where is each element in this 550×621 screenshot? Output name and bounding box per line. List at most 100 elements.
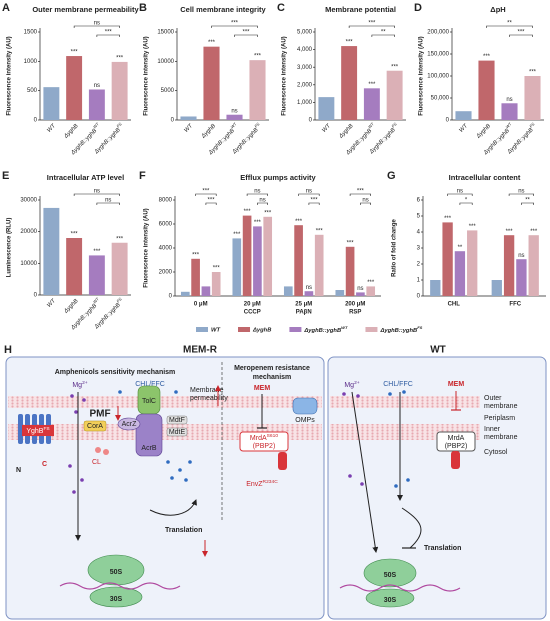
significance: *** [116,55,124,61]
charts: A Outer membrane permeability Fluorescence… [2,2,546,334]
mem-label: MEM [448,381,465,388]
significance: *** [192,252,200,258]
y-tick-label: 10000 [20,261,37,267]
y-tick-label: 10000 [157,59,174,65]
bar [232,238,242,296]
x-tick-label: RSP [349,310,361,316]
mdtf [166,415,188,425]
significance: *** [316,228,324,234]
drug-molecules [118,390,192,482]
bracket [308,202,320,205]
tolc-label: TolC [142,398,156,405]
bar [180,116,197,120]
x-tick-label: 25 μM [295,302,312,308]
bar [386,70,403,120]
mg-label: Mg2+ [72,380,87,389]
significance: *** [213,266,221,272]
significance: ns [506,97,512,103]
bar [503,235,515,296]
bracket [211,25,258,28]
bar [203,46,220,120]
mrda-label: MrdA [448,435,465,442]
x-tick-label: PAβN [296,310,312,316]
bar [253,226,262,296]
cardiolipin [95,447,101,453]
comparison-label: ns [105,198,111,204]
y-tick-label: 2,000 [297,82,313,88]
comparison-label: ns [94,189,100,195]
bar [454,251,466,296]
mg-label: Mg2+ [344,380,359,389]
bracket [73,25,120,28]
comparison-label: *** [208,198,216,204]
y-tick-label: 6 [417,198,421,204]
bar [180,291,190,296]
mrna [59,582,181,590]
bar [501,103,518,120]
x-tick-label: 0 μM [194,302,208,308]
y-tick-label: 0 [417,294,421,300]
y-tick-label: 150,000 [427,52,449,58]
layer-label: membrane [484,434,518,441]
comparison-label: *** [202,189,210,195]
bracket [348,25,395,28]
comparison-label: *** [357,189,365,195]
bar [478,60,495,120]
diagram: H MEM-R WT Amphenicols sensitivity mecha… [4,344,547,620]
significance: *** [254,220,262,226]
mg-text: Mg [72,382,82,389]
envz-text: EnvZ [246,481,263,488]
y-axis-label: Luminescence (RLU) [7,218,13,278]
cora-label: CorA [87,423,103,430]
wt-box [327,356,547,620]
comparison-label: *** [368,21,376,27]
legend-label: WT [211,328,220,334]
y-tick-label: 3 [417,246,421,252]
y-axis-label: Ratio of fold change [392,219,398,277]
translation-label: Translation [165,527,202,534]
section-title: Meropenem resistance [234,365,310,372]
s50-label: 50S [384,572,397,579]
outer-membrane-lipids [8,396,322,408]
significance: *** [116,236,124,242]
acrz-label: AcrZ [122,421,138,428]
acrz [117,417,141,431]
mg-text: Mg [344,382,354,389]
comparison-label: ns [362,198,368,204]
mem-label: MEM [254,385,271,392]
s30-label: 30S [110,596,123,603]
bar [111,61,128,120]
x-tick-label: WT [46,123,57,134]
bracket [257,202,268,205]
x-tick-label-main: ΔyghB::yghB [506,127,535,156]
significance: *** [530,229,538,235]
translation-label: Translation [424,545,461,552]
bracket [447,193,473,196]
x-tick-label-sup: FS [253,121,260,128]
arrow [351,391,379,553]
s50-label: 50S [110,569,123,576]
x-tick-label: ΔyghB [475,123,492,140]
bar [516,259,527,296]
bar [345,246,355,296]
comparison-label: *** [517,30,525,36]
chart-title: Membrane potential [325,5,396,14]
comparison-label: ns [518,189,524,195]
chart-title: Intracellular content [449,173,521,182]
mrda-label: (PBP2) [445,443,468,450]
y-axis-label: Fluorescence intensity (AU) [282,36,288,115]
comparison-label: ** [525,198,530,204]
mdtf-label: MdtF [169,417,185,424]
significance: *** [254,54,262,60]
mrda-anchor [451,451,460,469]
mrda-sup: S610 [267,433,279,439]
x-tick-label: ΔyghB [63,123,80,140]
bar [314,234,324,296]
significance: ** [458,245,463,251]
y-tick-label: 0 [34,293,38,299]
bracket [246,193,268,196]
envz-sup: R234C [263,479,279,485]
chart-title: Efflux pumps activity [240,173,316,182]
bar [249,60,266,120]
significance: ns [518,253,524,259]
